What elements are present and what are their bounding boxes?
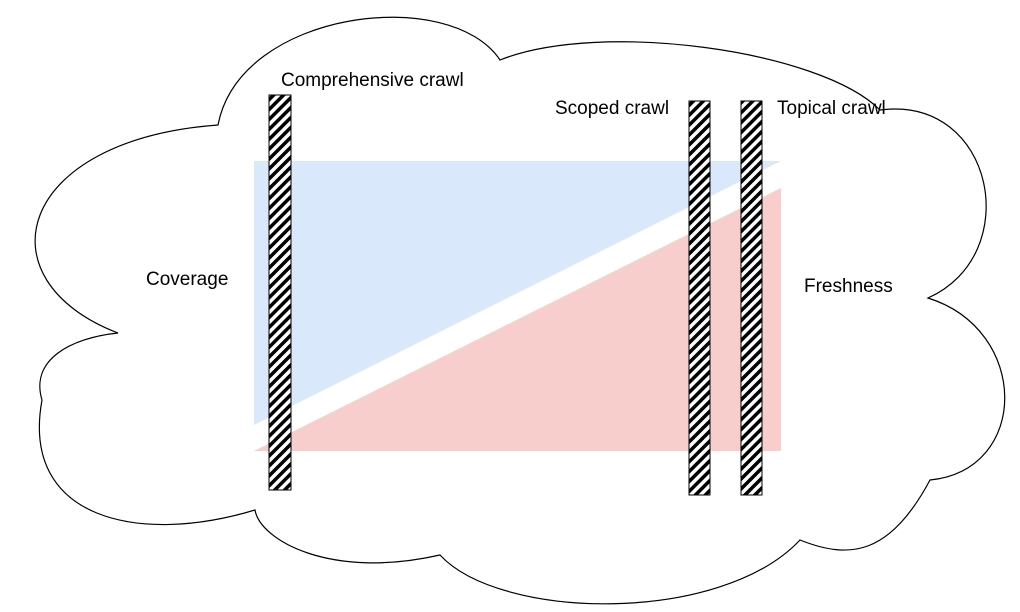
freshness-area bbox=[254, 188, 781, 451]
coverage-area bbox=[254, 161, 781, 425]
topical-crawl-label: Topical crawl bbox=[777, 98, 886, 119]
coverage-label: Coverage bbox=[146, 269, 229, 290]
topical-crawl-bar bbox=[740, 100, 763, 496]
freshness-label: Freshness bbox=[804, 276, 893, 297]
scoped-crawl-bar bbox=[688, 100, 711, 496]
comprehensive-crawl-bar bbox=[268, 94, 292, 491]
comprehensive-crawl-label: Comprehensive crawl bbox=[281, 70, 464, 91]
scoped-crawl-label: Scoped crawl bbox=[555, 98, 670, 119]
